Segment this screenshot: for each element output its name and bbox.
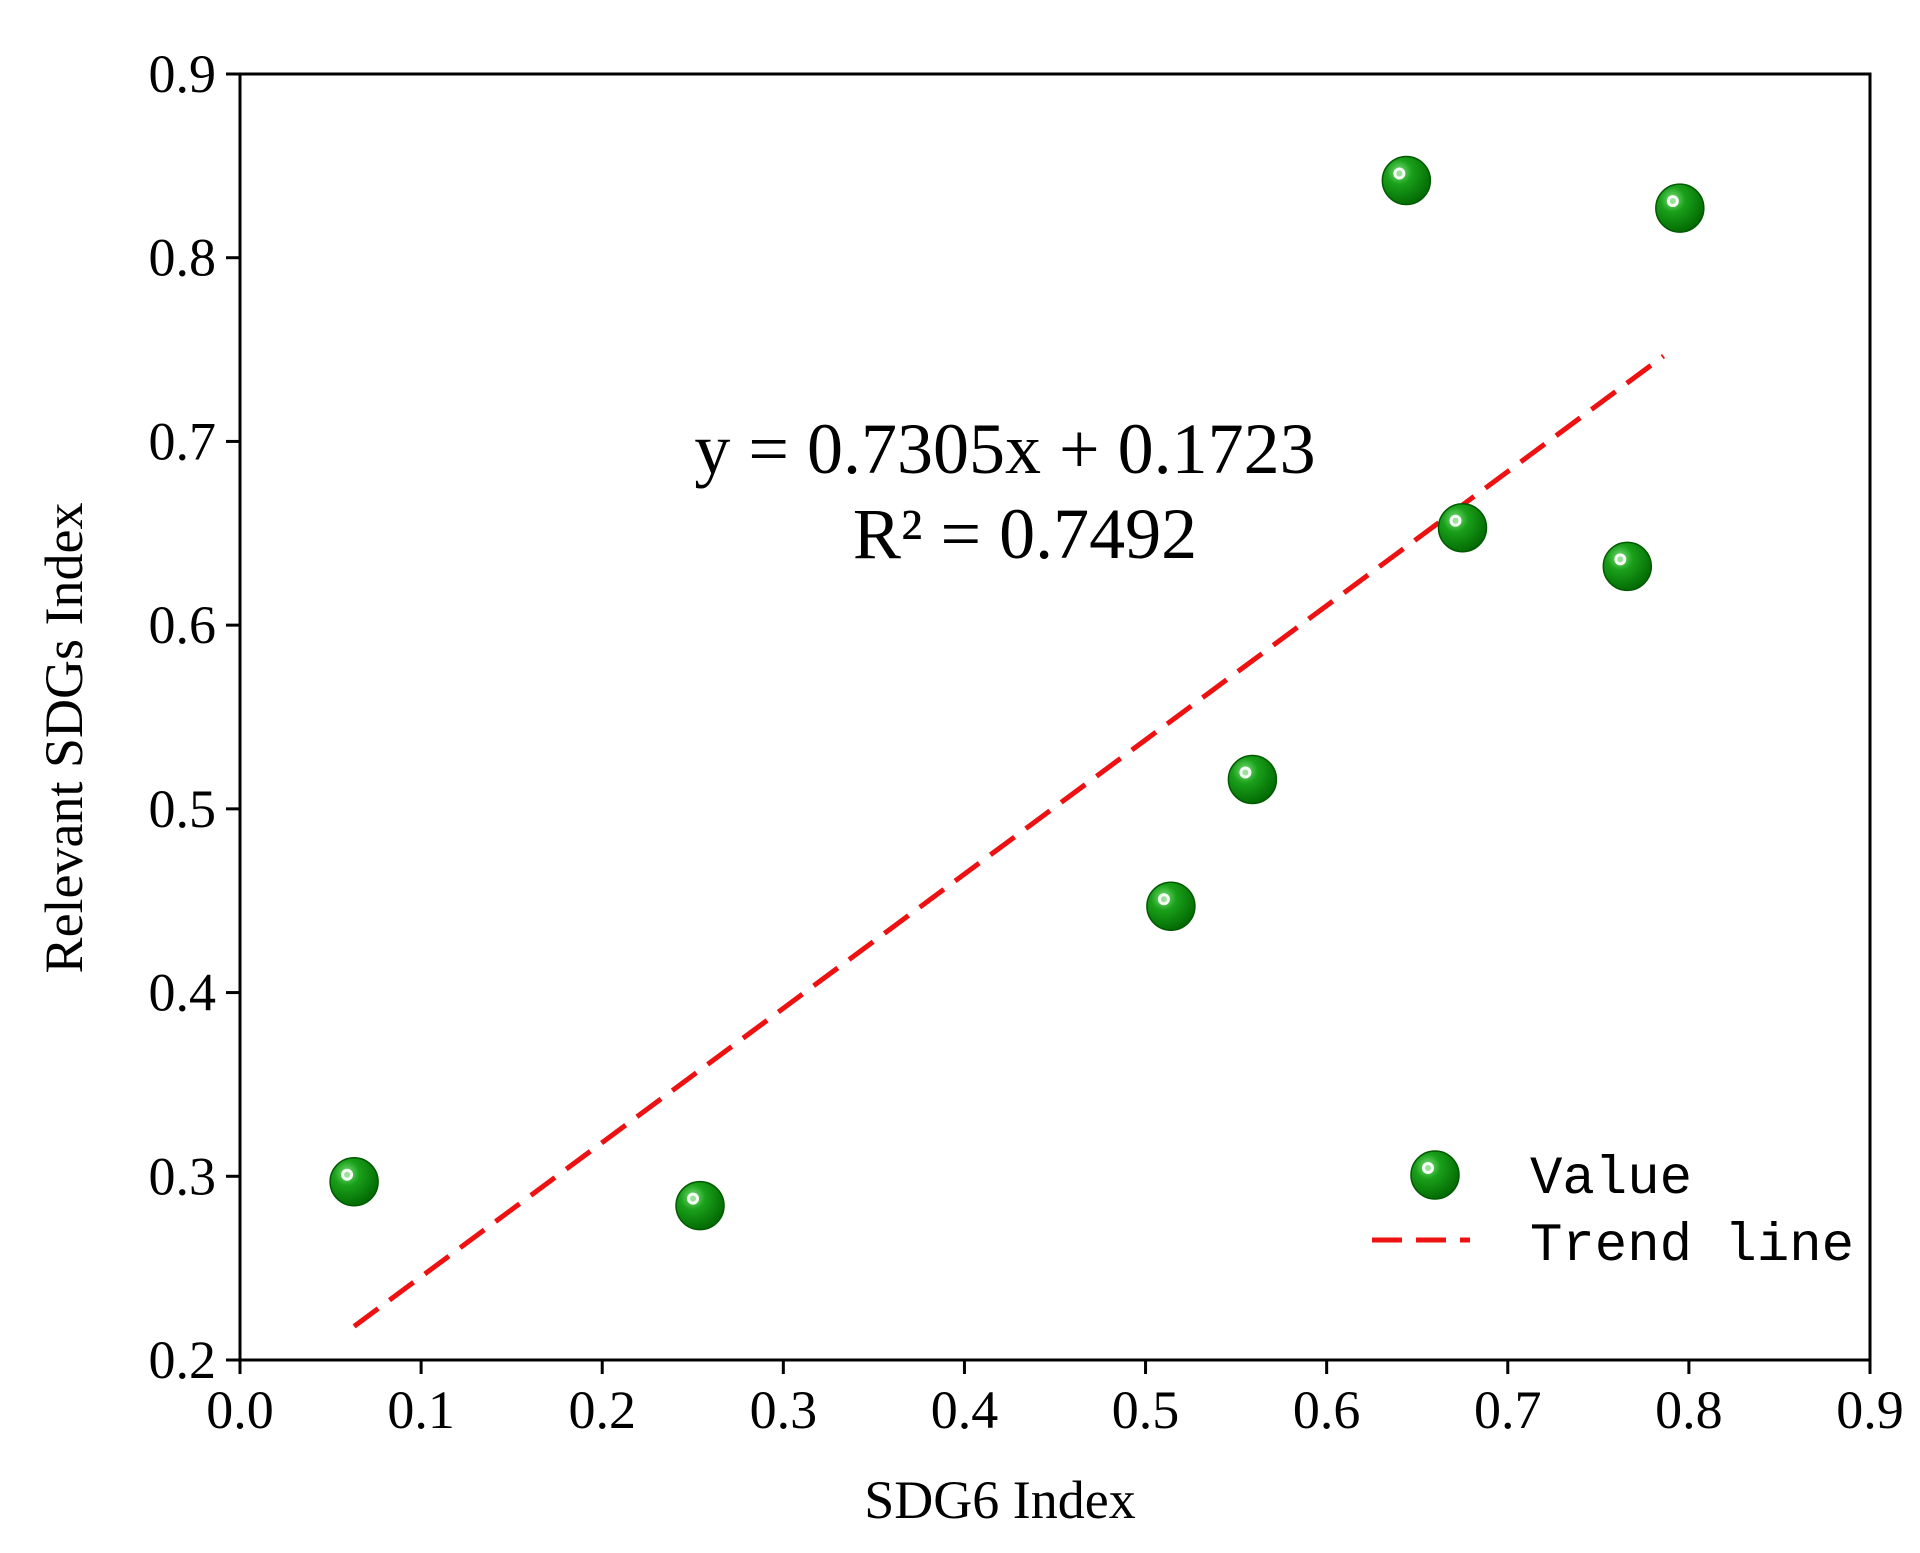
point-body — [675, 1180, 725, 1231]
point-body — [1146, 881, 1196, 931]
y-tick-label: 0.8 — [149, 228, 217, 288]
data-point — [1437, 503, 1488, 553]
trend-line — [352, 354, 1666, 1329]
legend-label-trend: Trend line — [1530, 1216, 1854, 1277]
point-body — [329, 1157, 379, 1207]
point-highlight-core — [1396, 170, 1403, 177]
x-tick-label: 0.6 — [1293, 1380, 1361, 1440]
point-body — [1227, 754, 1278, 805]
x-tick-label: 0.7 — [1474, 1380, 1542, 1440]
point-highlight-core — [1425, 1165, 1431, 1171]
legend-value-marker — [1410, 1150, 1460, 1200]
point-highlight-core — [1617, 556, 1624, 563]
data-point — [1381, 155, 1432, 206]
x-tick-label: 0.9 — [1836, 1380, 1904, 1440]
x-tick-label: 0.8 — [1655, 1380, 1723, 1440]
point-body — [1602, 541, 1653, 592]
y-axis-title: Relevant SDGs Index — [34, 503, 94, 974]
legend: Value Trend line — [1372, 1149, 1854, 1277]
point-body — [1381, 155, 1432, 206]
point-body — [1655, 183, 1705, 233]
x-tick-label: 0.2 — [568, 1380, 636, 1440]
legend-label-value: Value — [1530, 1149, 1692, 1210]
x-tick-label: 0.4 — [931, 1380, 999, 1440]
y-tick-label: 0.5 — [149, 779, 217, 839]
data-point — [1655, 183, 1705, 233]
x-axis-title: SDG6 Index — [864, 1470, 1135, 1530]
point-highlight-core — [1160, 896, 1167, 903]
point-highlight-core — [690, 1195, 697, 1202]
data-point — [1227, 754, 1278, 805]
data-point — [1602, 541, 1653, 592]
data-point — [329, 1157, 379, 1207]
y-tick-label: 0.9 — [149, 44, 217, 104]
x-tick-label: 0.0 — [206, 1380, 274, 1440]
point-highlight-core — [344, 1171, 351, 1178]
x-tick-label: 0.1 — [387, 1380, 455, 1440]
y-tick-label: 0.7 — [149, 411, 217, 471]
y-tick-label: 0.3 — [149, 1146, 217, 1206]
point-highlight-core — [1669, 198, 1676, 205]
point-body — [1437, 503, 1488, 553]
point-highlight-core — [1452, 517, 1459, 524]
y-tick-label: 0.4 — [149, 963, 217, 1023]
y-tick-label: 0.2 — [149, 1330, 217, 1390]
y-tick-label: 0.6 — [149, 595, 217, 655]
x-tick-label: 0.5 — [1112, 1380, 1180, 1440]
plot-frame — [238, 72, 1872, 1362]
point-body — [1410, 1150, 1460, 1200]
r-squared-label: R² = 0.7492 — [853, 494, 1197, 574]
data-point — [1146, 881, 1196, 931]
x-tick-label: 0.3 — [750, 1380, 818, 1440]
point-highlight-core — [1242, 769, 1249, 776]
data-point — [675, 1180, 725, 1231]
regression-equation: y = 0.7305x + 0.1723 — [694, 409, 1315, 489]
